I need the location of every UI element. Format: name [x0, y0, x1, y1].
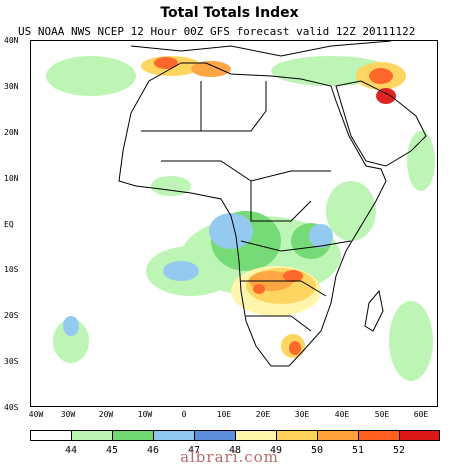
- lon-label-10e: 10E: [216, 410, 232, 419]
- legend-label: 48: [228, 445, 242, 456]
- legend-box: [195, 431, 236, 440]
- legend-label: 52: [392, 445, 406, 456]
- lat-label-10n: 10N: [4, 174, 19, 183]
- lat-label-30s: 30S: [4, 357, 19, 366]
- coastlines: [118, 41, 427, 367]
- lat-label-40n: 40N: [4, 36, 19, 45]
- map-title: Total Totals Index: [160, 5, 299, 21]
- lon-label-40w: 40W: [28, 410, 44, 419]
- index-shading: [46, 56, 435, 381]
- lat-label-eq: EQ: [4, 220, 14, 229]
- lon-label-60e: 60E: [413, 410, 429, 419]
- legend-label: 50: [310, 445, 324, 456]
- lon-label-30w: 30W: [60, 410, 76, 419]
- legend-box: [318, 431, 359, 440]
- legend-box: [72, 431, 113, 440]
- color-legend: [30, 430, 440, 441]
- legend-label: 51: [351, 445, 365, 456]
- legend-box: [400, 431, 439, 440]
- lat-label-40s: 40S: [4, 403, 19, 412]
- lon-label-10w: 10W: [137, 410, 153, 419]
- lon-label-50e: 50E: [374, 410, 390, 419]
- lat-label-20s: 20S: [4, 311, 19, 320]
- map-subtitle: US NOAA NWS NCEP 12 Hour 00Z GFS forecas…: [18, 25, 416, 38]
- map-panel: [30, 40, 438, 407]
- lon-label-30e: 30E: [294, 410, 310, 419]
- lon-label-20e: 20E: [255, 410, 271, 419]
- lon-label-40e: 40E: [334, 410, 350, 419]
- lat-label-20n: 20N: [4, 128, 19, 137]
- legend-label: 47: [187, 445, 201, 456]
- legend-box: [359, 431, 400, 440]
- lon-label-20w: 20W: [98, 410, 114, 419]
- legend-box: [31, 431, 72, 440]
- legend-box: [113, 431, 154, 440]
- legend-box: [236, 431, 277, 440]
- legend-label: 46: [146, 445, 160, 456]
- lon-label-0: 0: [181, 410, 187, 419]
- legend-label: 49: [269, 445, 283, 456]
- legend-box: [277, 431, 318, 440]
- legend-label: 45: [105, 445, 119, 456]
- legend-label: 44: [64, 445, 78, 456]
- lat-label-30n: 30N: [4, 82, 19, 91]
- map-canvas: [46, 41, 435, 381]
- watermark: albrari.com: [180, 448, 279, 466]
- lat-label-10s: 10S: [4, 265, 19, 274]
- legend-box: [154, 431, 195, 440]
